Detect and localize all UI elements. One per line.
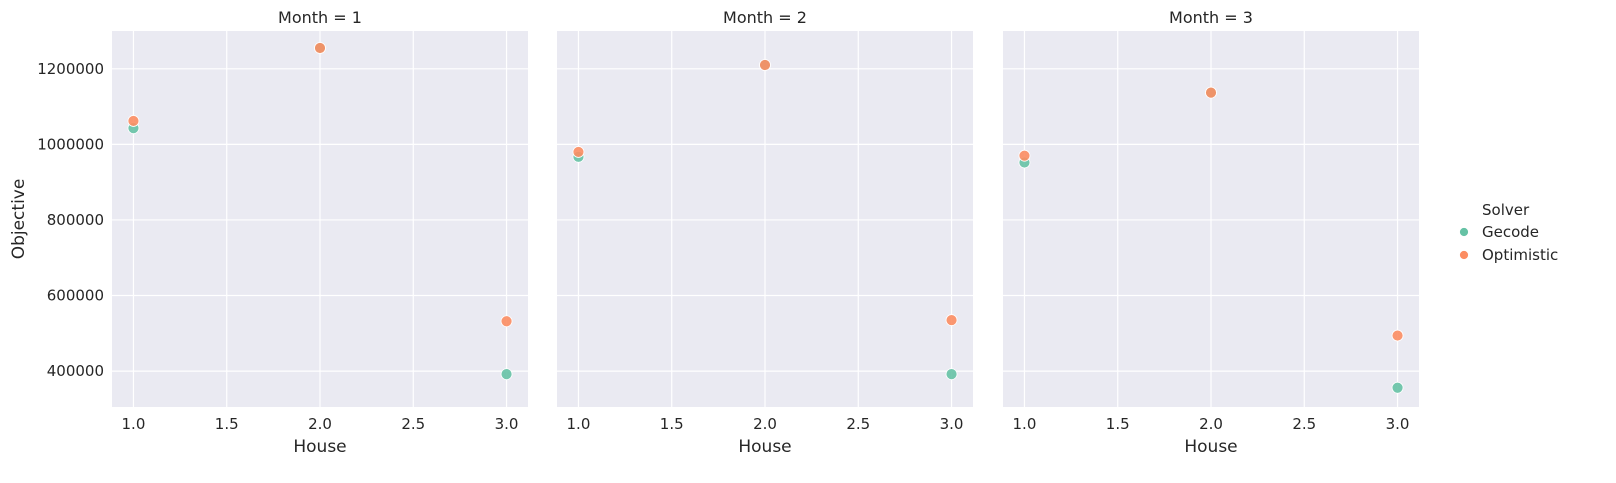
data-point-optimistic (500, 315, 513, 328)
x-tick-label: 2.0 (1199, 415, 1223, 433)
data-point-optimistic (1391, 329, 1404, 342)
data-point-gecode (945, 368, 958, 381)
facet-panel: 1.0 1.5 2.0 2.5 3.0 400000 600000 800000 1000000… (37, 8, 528, 457)
y-tick-label: 1000000 (37, 135, 104, 153)
x-tick-label: 3.0 (1386, 415, 1410, 433)
y-tick-label: 600000 (47, 287, 104, 305)
x-axis-label: House (738, 437, 791, 457)
x-tick-label: 2.5 (401, 415, 425, 433)
legend-label: Gecode (1482, 223, 1539, 241)
x-tick-label: 3.0 (495, 415, 519, 433)
x-tick-label: 2.0 (753, 415, 777, 433)
x-tick-label: 2.5 (846, 415, 870, 433)
facet-panel: 1.0 1.5 2.0 2.5 3.0 Month = 3 House (1003, 8, 1419, 457)
y-axis-label: Objective (9, 179, 29, 260)
y-tick-label: 400000 (47, 362, 104, 380)
data-point-optimistic (945, 314, 958, 326)
data-point-optimistic (314, 42, 326, 54)
data-point-optimistic (572, 146, 585, 158)
legend-label: Optimistic (1482, 246, 1558, 264)
data-point-optimistic (759, 59, 771, 71)
x-tick-label: 1.5 (1106, 415, 1130, 433)
x-tick-label: 1.5 (660, 415, 684, 433)
x-tick-label: 3.0 (940, 415, 964, 433)
data-point-gecode (500, 368, 513, 381)
x-tick-label: 1.0 (122, 415, 146, 433)
x-tick-label: 1.0 (567, 415, 591, 433)
data-point-optimistic (127, 115, 140, 127)
y-tick-label: 1200000 (37, 60, 104, 78)
x-axis-label: House (293, 437, 346, 457)
facet-panel: 1.0 1.5 2.0 2.5 3.0 Month = 2 House (557, 8, 973, 457)
panel-title: Month = 2 (723, 8, 807, 27)
legend: Solver Gecode Optimistic (1459, 201, 1558, 264)
legend-marker-gecode (1459, 227, 1469, 237)
y-tick-label: 800000 (47, 211, 104, 229)
x-axis-label: House (1184, 437, 1237, 457)
data-point-optimistic (1205, 86, 1217, 99)
x-tick-label: 2.0 (308, 415, 332, 433)
legend-marker-optimistic (1459, 250, 1469, 260)
x-tick-label: 1.0 (1013, 415, 1037, 433)
x-tick-label: 2.5 (1292, 415, 1316, 433)
data-point-gecode (1391, 381, 1404, 394)
x-tick-label: 1.5 (215, 415, 239, 433)
panel-title: Month = 1 (278, 8, 362, 27)
panel-title: Month = 3 (1169, 8, 1253, 27)
data-point-optimistic (1018, 149, 1031, 162)
legend-title: Solver (1482, 201, 1530, 219)
